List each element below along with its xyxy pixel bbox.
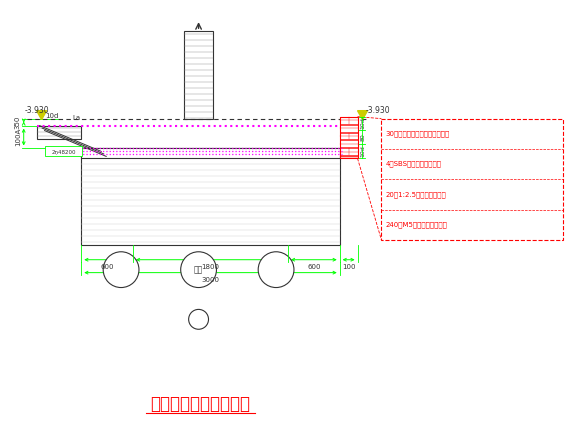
Text: -3.930: -3.930 bbox=[366, 106, 390, 114]
Text: 10d: 10d bbox=[45, 113, 58, 119]
Text: 10d: 10d bbox=[361, 118, 366, 130]
Text: 20厚1:2.5水泥砂浆找平层: 20厚1:2.5水泥砂浆找平层 bbox=[385, 191, 446, 198]
Circle shape bbox=[189, 309, 209, 329]
Text: 4厚SBS改性沥青防水卷材: 4厚SBS改性沥青防水卷材 bbox=[385, 161, 441, 167]
Text: 10d: 10d bbox=[361, 146, 366, 157]
Bar bbox=[81, 149, 340, 159]
Circle shape bbox=[181, 252, 217, 288]
Text: 600: 600 bbox=[307, 264, 321, 270]
Bar bbox=[340, 140, 358, 147]
Text: 1800: 1800 bbox=[202, 264, 219, 270]
Text: 3000: 3000 bbox=[202, 276, 219, 283]
FancyBboxPatch shape bbox=[381, 119, 563, 240]
Bar bbox=[340, 149, 358, 156]
Text: 底板四周承台处侧胎模: 底板四周承台处侧胎模 bbox=[150, 395, 251, 413]
Text: -3.930: -3.930 bbox=[25, 106, 50, 114]
Text: 240厚M5水泥砂浆砌砖胎膜: 240厚M5水泥砂浆砌砖胎膜 bbox=[385, 221, 447, 228]
Text: 2ņ48200: 2ņ48200 bbox=[51, 149, 75, 154]
Bar bbox=[340, 124, 358, 132]
Text: 350: 350 bbox=[15, 115, 21, 129]
Circle shape bbox=[103, 252, 139, 288]
Text: 桃桧: 桃桧 bbox=[194, 265, 203, 274]
Text: 100A: 100A bbox=[15, 128, 21, 146]
Text: La: La bbox=[73, 114, 81, 121]
Bar bbox=[37, 126, 81, 139]
Bar bbox=[340, 156, 358, 159]
Bar bbox=[44, 146, 82, 156]
Bar bbox=[340, 133, 358, 140]
Text: 30厚橡塑聚苯乙烯泡沫板保护层: 30厚橡塑聚苯乙烯泡沫板保护层 bbox=[385, 130, 450, 137]
Circle shape bbox=[258, 252, 294, 288]
Text: 600: 600 bbox=[100, 264, 114, 270]
Polygon shape bbox=[37, 111, 47, 120]
Bar bbox=[81, 149, 340, 245]
Polygon shape bbox=[358, 111, 367, 120]
Text: 80: 80 bbox=[361, 133, 366, 141]
Bar bbox=[184, 31, 214, 119]
Text: 100: 100 bbox=[342, 264, 355, 270]
Bar bbox=[340, 117, 358, 124]
Bar bbox=[340, 117, 358, 159]
